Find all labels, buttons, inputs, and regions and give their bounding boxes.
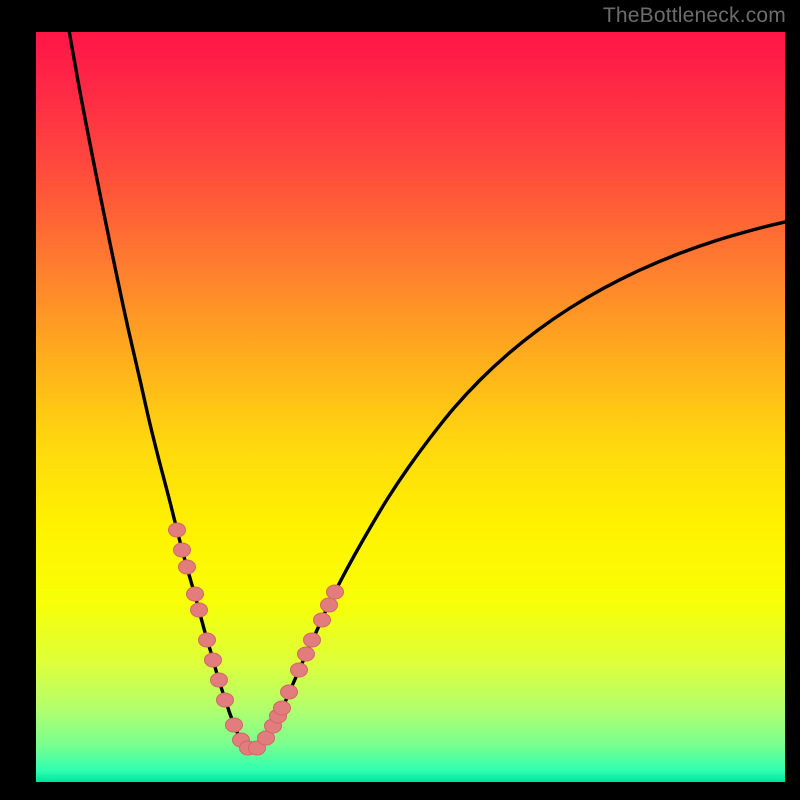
data-marker — [179, 560, 196, 574]
data-marker — [274, 701, 291, 715]
data-marker — [187, 587, 204, 601]
data-marker — [298, 647, 315, 661]
data-marker — [314, 613, 331, 627]
data-marker — [226, 718, 243, 732]
data-marker — [169, 523, 186, 537]
data-marker — [199, 633, 216, 647]
chart-svg — [36, 32, 785, 782]
data-marker — [327, 585, 344, 599]
data-marker — [191, 603, 208, 617]
plot-area — [36, 32, 785, 782]
data-marker — [321, 598, 338, 612]
data-marker — [174, 543, 191, 557]
watermark-text: TheBottleneck.com — [603, 4, 786, 28]
data-marker — [205, 653, 222, 667]
gradient-background — [36, 32, 785, 782]
data-marker — [217, 693, 234, 707]
data-marker — [281, 685, 298, 699]
data-marker — [211, 673, 228, 687]
data-marker — [304, 633, 321, 647]
data-marker — [291, 663, 308, 677]
